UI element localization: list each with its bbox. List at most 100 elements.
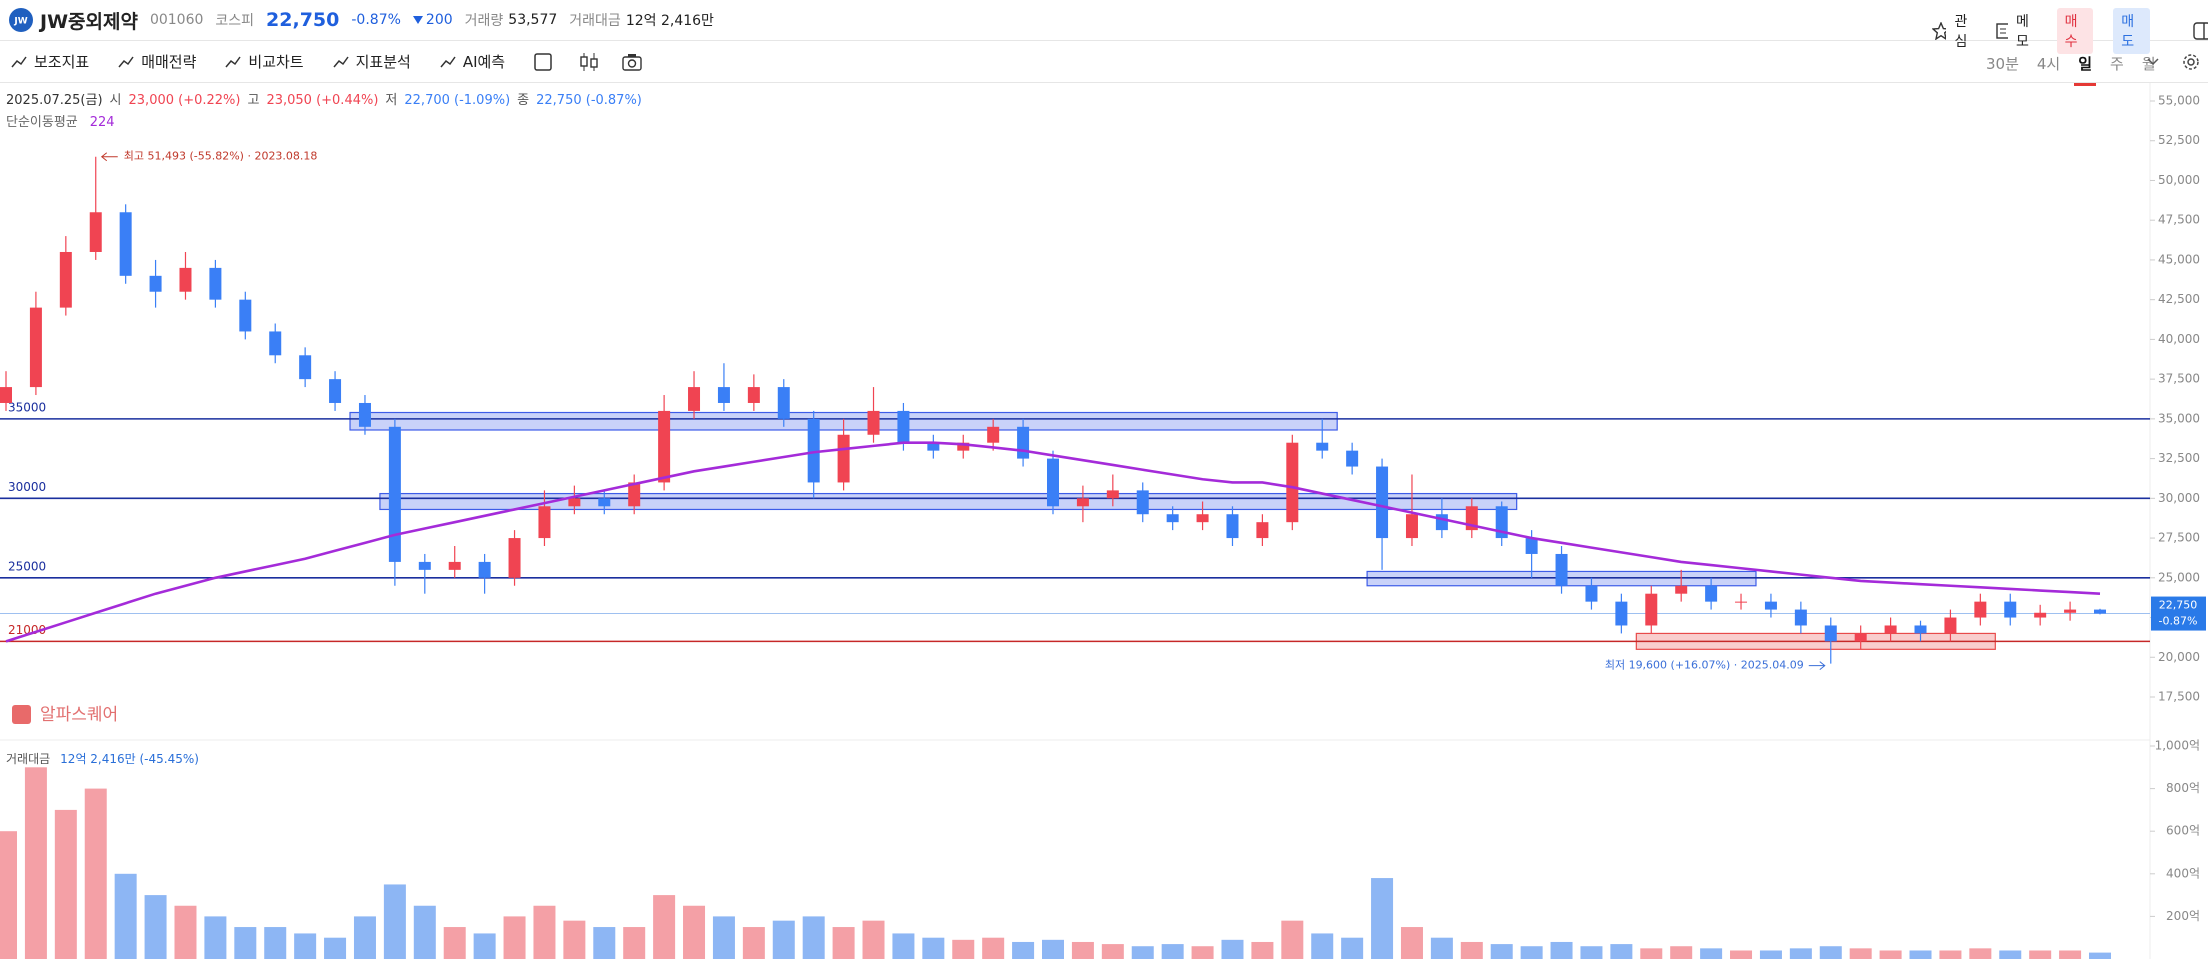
candle-body [388,426,401,562]
candle-body [1585,585,1598,602]
candle-body [957,442,970,451]
volume-bar [1430,937,1453,959]
volume-bar [1161,944,1184,959]
volume-bar [742,927,765,959]
watermark: 알파스퀘어 [40,705,118,725]
period-tab[interactable]: 30분 [1986,55,2019,73]
ma-period: 224 [90,115,115,130]
sell-button[interactable]: 매도 [2113,8,2150,54]
toolbar-icon [440,56,456,67]
chevron[interactable] [2146,57,2160,67]
watch-button[interactable]: 관심 [1954,14,1968,50]
period-tab[interactable]: 월 [2141,55,2156,73]
candle-body [1196,514,1209,523]
candle-body [867,410,880,435]
price: 22,750 [266,9,340,31]
candle-body [239,299,252,332]
y-tick-label: 50,000 [2158,173,2200,187]
candle-body [179,267,192,292]
sidebar-icon[interactable] [2192,21,2208,41]
volume-bar [952,939,975,959]
toolbar-item[interactable]: 비교차트 [224,51,304,72]
candle-body [269,331,282,356]
y-tick-label: 45,000 [2158,252,2200,266]
candle-body [1226,514,1239,539]
volume-bar [593,927,616,959]
candle-body [1645,593,1658,626]
volume-bar [1460,941,1483,959]
change: 200 [425,12,453,28]
level-label: 35000 [8,400,46,414]
volume-bar [922,937,945,959]
y-tick-label: 42,500 [2158,292,2200,306]
low-note: 최저 19,600 (+16.07%) · 2025.04.09 [1605,659,1804,672]
volume-bar [1610,944,1633,959]
volume-bar [324,937,347,959]
volume-bar [1879,950,1902,959]
volume-bar [563,920,586,959]
candle-body [598,498,611,507]
volume-bar [1700,948,1723,959]
volume-bar [2059,950,2082,959]
candle-body [1047,458,1059,507]
volume-bar [1341,937,1364,959]
y-tick-label: 17,500 [2158,690,2200,704]
watermark-icon [12,705,31,724]
volume-bar [1012,941,1035,959]
period-tab[interactable]: 주 [2110,55,2124,73]
volume-bar [862,920,885,959]
period-tab[interactable]: 4시 [2036,55,2061,73]
candle-body [987,426,1000,443]
volume-bar [1400,927,1423,959]
candle-body [299,355,312,380]
candle-body [628,482,641,507]
candle-body [418,561,431,570]
volume-bar [204,916,227,959]
toolbar-item[interactable]: 지표분석 [332,51,411,72]
volume-bar [623,927,646,959]
toolbar-item[interactable]: AI예측 [439,51,505,72]
star-icon[interactable] [1932,22,1947,40]
camera-tool[interactable] [621,52,643,72]
toolbar-item[interactable]: 보조지표 [10,51,89,72]
volume-bar [443,927,466,959]
y-tick-label: 25,000 [2158,570,2200,584]
buy-button[interactable]: 매수 [2056,8,2094,54]
high-note: 최고 51,493 (-55.82%) · 2023.08.18 [124,150,318,163]
volume-subtitle: 12억 2,416만 (-45.45%) [60,752,199,766]
period-tab[interactable]: 일 [2074,55,2096,86]
volume-bar [832,927,855,959]
candle-tool[interactable] [577,52,601,72]
candle-body [1405,514,1418,539]
rect-tool[interactable] [533,52,553,72]
volume-bar [1550,941,1573,959]
candle-body [1705,585,1718,602]
y-tick-label: 27,500 [2158,531,2200,545]
candle-body [1914,625,1927,634]
memo-icon[interactable] [1995,22,2008,40]
y-tick-label: 37,500 [2158,372,2200,386]
candle-body [209,267,222,300]
volume-legend: 거래대금 12억 2,416만 (-45.45%) [6,752,199,766]
volume-bar [1969,948,1992,959]
toolbar-item[interactable]: 매매전략 [117,51,196,72]
candle-body [568,498,581,507]
logo-text: JW [13,17,27,27]
memo-button[interactable]: 메모 [2015,14,2029,50]
candle-body [927,442,940,451]
stock-name: JW중외제약 [40,10,138,33]
candle-body [1166,514,1179,523]
candle-body [2034,612,2047,618]
y-tick-label: 55,000 [2158,94,2200,108]
period-tabs: 30분 4시 일 주 월 [1968,53,2156,86]
info-open-label: 시 [110,93,122,108]
volume-bar [1281,920,1304,959]
settings-icon[interactable] [2180,51,2202,73]
volume-bar [383,884,406,959]
y-tick-label: 20,000 [2158,650,2200,664]
volume-bar [772,920,795,959]
ohlc-info: 2025.07.25(금) 시 23,000 (+0.22%) 고 23,050 (+0… [6,93,642,108]
volume-bar [413,905,436,959]
info-high: 23,050 (+0.44%) [266,93,378,108]
